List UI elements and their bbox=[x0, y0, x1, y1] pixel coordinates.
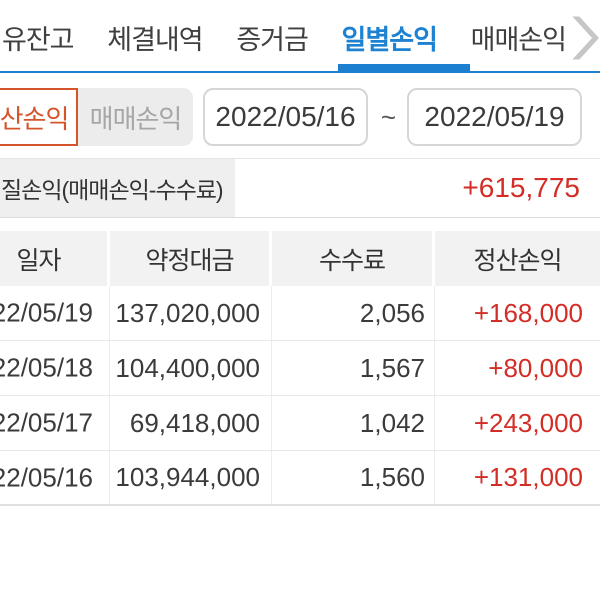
daily-profit-table: 일자 약정대금 수수료 정산손익 2022/05/19 137,020,000 … bbox=[0, 231, 600, 506]
tab-daily-profit[interactable]: 일별손익 bbox=[341, 25, 438, 55]
cell-date: 2022/05/18 bbox=[0, 341, 110, 395]
cell-fee: 2,056 bbox=[272, 286, 435, 340]
cell-contract-amount: 69,418,000 bbox=[110, 396, 272, 450]
tab-trade-profit[interactable]: 매매손익 bbox=[470, 25, 567, 55]
table-row[interactable]: 2022/05/17 69,418,000 1,042 +243,000 bbox=[0, 396, 600, 451]
date-from-input[interactable]: 2022/05/16 bbox=[203, 88, 368, 146]
cell-settlement-profit: +80,000 bbox=[488, 352, 583, 383]
chevron-right-icon[interactable] bbox=[565, 14, 600, 62]
table-row[interactable]: 2022/05/16 103,944,000 1,560 +131,000 bbox=[0, 451, 600, 506]
cell-contract-amount: 104,400,000 bbox=[110, 341, 272, 395]
header-contract-amount: 약정대금 bbox=[110, 231, 272, 286]
active-tab-underline bbox=[338, 64, 470, 71]
cell-contract-amount: 137,020,000 bbox=[110, 286, 272, 340]
trade-profit-toggle[interactable]: 매매손익 bbox=[78, 88, 193, 146]
cell-fee: 1,560 bbox=[272, 451, 435, 504]
tab-executions[interactable]: 체결내역 bbox=[107, 25, 203, 55]
table-row[interactable]: 2022/05/19 137,020,000 2,056 +168,000 bbox=[0, 286, 600, 341]
cell-fee: 1,567 bbox=[272, 341, 435, 395]
header-date: 일자 bbox=[0, 231, 110, 286]
header-fee: 수수료 bbox=[272, 231, 435, 286]
cell-settlement-profit: +243,000 bbox=[473, 407, 583, 438]
cell-date: 2022/05/16 bbox=[0, 451, 110, 504]
net-profit-value: +615,775 bbox=[462, 172, 580, 203]
cell-fee: 1,042 bbox=[272, 396, 435, 450]
net-profit-summary: 질손익(매매손익-수수료) +615,775 bbox=[0, 158, 600, 218]
cell-date: 2022/05/19 bbox=[0, 286, 110, 340]
settlement-profit-toggle[interactable]: 산손익 bbox=[0, 88, 78, 146]
header-settlement-profit: 정산손익 bbox=[435, 231, 600, 286]
cell-settlement-profit: +131,000 bbox=[473, 462, 583, 492]
top-tab-bar: 유잔고 체결내역 증거금 일별손익 매매손익 bbox=[0, 0, 600, 73]
date-range-separator: ~ bbox=[380, 101, 397, 132]
filter-row: 산손익 매매손익 2022/05/16 ~ 2022/05/19 bbox=[0, 88, 600, 146]
table-header-row: 일자 약정대금 수수료 정산손익 bbox=[0, 231, 600, 286]
date-to-input[interactable]: 2022/05/19 bbox=[407, 88, 582, 146]
tab-margin[interactable]: 증거금 bbox=[236, 25, 309, 55]
cell-settlement-profit: +168,000 bbox=[473, 297, 583, 328]
cell-date: 2022/05/17 bbox=[0, 396, 110, 450]
tab-holdings[interactable]: 유잔고 bbox=[2, 25, 75, 55]
cell-contract-amount: 103,944,000 bbox=[110, 451, 272, 504]
net-profit-label: 질손익(매매손익-수수료) bbox=[0, 159, 235, 217]
table-row[interactable]: 2022/05/18 104,400,000 1,567 +80,000 bbox=[0, 341, 600, 396]
